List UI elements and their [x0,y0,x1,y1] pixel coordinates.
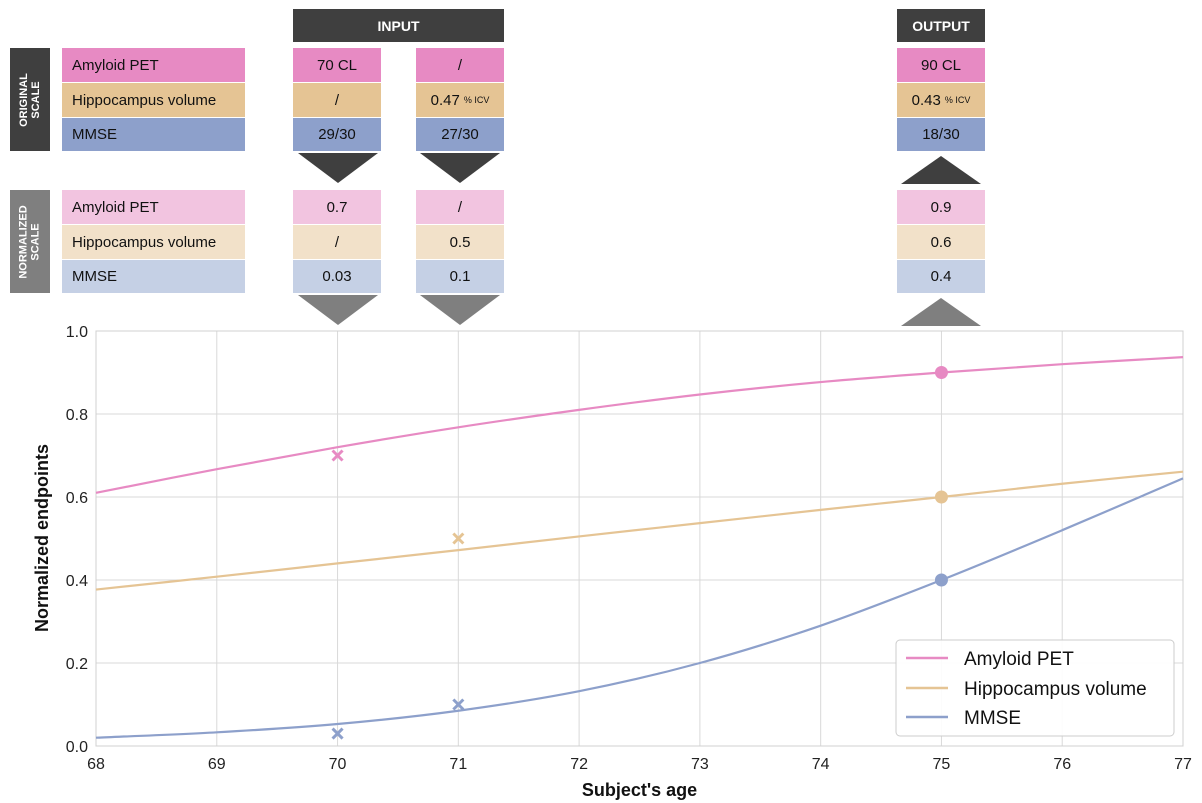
output-header: OUTPUT [897,9,985,42]
normalized-row-label-mmse: MMSE [62,260,245,293]
original-71-mmse: 27/30 [416,118,504,151]
normalized-70-hippocampus: / [293,225,381,259]
original-70-mmse: 29/30 [293,118,381,151]
observation-stroke [452,532,465,545]
x-tick-label: 72 [570,756,588,773]
normalized-71-mmse: 0.1 [416,260,504,293]
arrow-down-dark-70 [298,153,378,183]
y-tick-label: 0.6 [66,490,88,507]
chart-ticks: 68 69 70 71 72 73 74 75 76 77 0.0 0.2 0.4 0.6 0.8 1.0 [66,324,1192,773]
observation-stroke [331,449,344,462]
legend-box [895,639,1175,737]
original-row-label-mmse: MMSE [62,118,245,151]
plot-frame [95,330,1184,747]
original-71-hippocampus-value: 0.47 [430,91,460,109]
observation-marker [331,727,344,740]
x-tick-label: 69 [208,756,226,773]
x-tick-label: 76 [1053,756,1071,773]
original-70-hippocampus: / [293,83,381,117]
x-tick-label: 70 [329,756,347,773]
series-line-amyloid-pet [95,356,1184,494]
normalized-71-hippocampus: 0.5 [416,225,504,259]
observation-stroke [452,698,465,711]
observation-marker [452,532,465,545]
x-tick-label: 71 [449,756,467,773]
arrow-down-dark-71 [420,153,500,183]
original-71-hippocampus: 0.47% ICV [416,83,504,117]
original-scale-label: ORIGINAL SCALE [10,48,50,151]
normalized-70-mmse: 0.03 [293,260,381,293]
x-tick-label: 75 [933,756,951,773]
y-tick-label: 1.0 [66,324,88,341]
arrows-dark [298,153,981,184]
observation-stroke [331,727,344,740]
y-tick-label: 0.4 [66,573,88,590]
normalized-scale-label: NORMALIZED SCALE [10,190,50,293]
original-out-hippocampus: 0.43% ICV [897,83,985,117]
prediction-marker [934,573,948,587]
series-line-mmse [95,477,1184,739]
legend: Amyloid PET Hippocampus volume MMSE [895,639,1175,737]
series-line-hippocampus-volume [95,470,1184,591]
x-axis-label: Subject's age [582,780,697,800]
original-row-label-hippocampus: Hippocampus volume [62,83,245,117]
observation-marker [331,449,344,462]
unit-label: % ICV [463,95,490,105]
observation-marker [452,698,465,711]
arrow-down-gray-71 [420,295,500,325]
normalized-row-label-amyloid: Amyloid PET [62,190,245,224]
original-out-hippocampus-value: 0.43 [911,91,941,109]
arrow-down-gray-70 [298,295,378,325]
x-tick-label: 74 [812,756,830,773]
x-tick-label: 73 [691,756,709,773]
chart-markers [331,366,948,740]
original-71-amyloid: / [416,48,504,82]
original-70-amyloid: 70 CL [293,48,381,82]
legend-label-amyloid: Amyloid PET [964,649,1074,670]
y-tick-label: 0.8 [66,407,88,424]
normalized-out-mmse: 0.4 [897,260,985,293]
arrow-up-gray-out [901,298,981,326]
input-header: INPUT [293,9,504,42]
x-tick-label: 77 [1174,756,1192,773]
x-tick-label: 68 [87,756,105,773]
original-out-mmse: 18/30 [897,118,985,151]
normalized-70-amyloid: 0.7 [293,190,381,224]
y-tick-label: 0.0 [66,739,88,756]
arrows-gray [298,295,981,326]
normalized-out-hippocampus: 0.6 [897,225,985,259]
y-axis-label: Normalized endpoints [32,444,52,632]
normalized-71-amyloid: / [416,190,504,224]
unit-label: % ICV [944,95,971,105]
normalized-row-label-hippocampus: Hippocampus volume [62,225,245,259]
arrow-up-dark-out [901,156,981,184]
legend-label-hippocampus: Hippocampus volume [964,679,1147,700]
prediction-marker [934,366,948,379]
original-row-label-amyloid: Amyloid PET [62,48,245,82]
legend-label-mmse: MMSE [964,708,1021,729]
prediction-marker [934,490,948,504]
original-out-amyloid: 90 CL [897,48,985,82]
chart-series [95,356,1184,739]
y-tick-label: 0.2 [66,656,88,673]
normalized-out-amyloid: 0.9 [897,190,985,224]
